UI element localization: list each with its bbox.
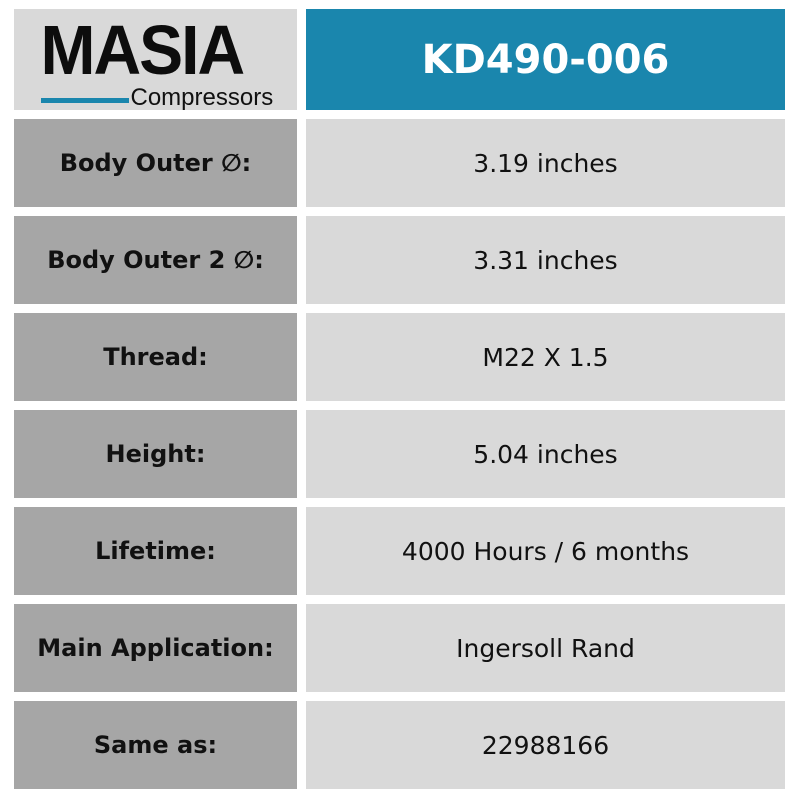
spec-value: 4000 Hours / 6 months — [306, 507, 785, 595]
product-title: KD490-006 — [306, 9, 785, 110]
spec-label: Same as: — [14, 701, 297, 789]
logo-subtitle: Compressors — [130, 83, 274, 111]
spec-label: Body Outer 2 ∅: — [14, 216, 297, 304]
spec-label: Lifetime: — [14, 507, 297, 595]
spec-label: Thread: — [14, 313, 297, 401]
logo-brand: MASIA — [40, 10, 246, 89]
spec-label: Height: — [14, 410, 297, 498]
spec-value: 3.31 inches — [306, 216, 785, 304]
spec-value: 22988166 — [306, 701, 785, 789]
logo-accent-bar — [40, 97, 129, 103]
spec-label: Main Application: — [14, 604, 297, 692]
spec-label: Body Outer ∅: — [14, 119, 297, 207]
spec-value: 5.04 inches — [306, 410, 785, 498]
spec-value: 3.19 inches — [306, 119, 785, 207]
spec-value: Ingersoll Rand — [306, 604, 785, 692]
logo: MASIA Compressors — [14, 9, 297, 110]
spec-value: M22 X 1.5 — [306, 313, 785, 401]
